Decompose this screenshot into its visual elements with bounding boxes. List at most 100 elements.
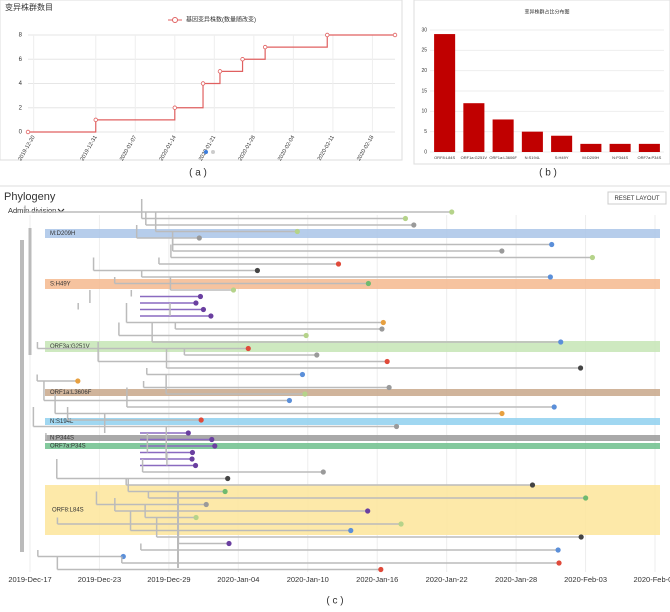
tip — [402, 215, 409, 222]
tip — [254, 267, 261, 274]
caption: ( c ) — [326, 596, 343, 607]
tip — [393, 423, 400, 430]
tip — [589, 254, 596, 261]
bar — [580, 143, 602, 152]
chart-title: 变异株群数目 — [5, 2, 53, 12]
tip — [583, 495, 589, 501]
tip — [365, 280, 371, 287]
tip — [75, 378, 81, 384]
tip — [189, 456, 195, 462]
bar — [551, 135, 573, 152]
tip — [286, 397, 293, 404]
tip — [203, 501, 209, 508]
tip — [529, 482, 536, 488]
clade-label: ORF8:L84S — [52, 508, 84, 514]
x-tick-label: 2019-Dec-23 — [78, 575, 121, 584]
x-tick-label: ORF1a:G251V — [461, 155, 488, 160]
clade-band — [45, 435, 660, 441]
tip — [378, 566, 384, 573]
x-tick-label: S:H49Y — [555, 155, 569, 160]
tip — [212, 443, 218, 449]
tip — [225, 475, 231, 482]
panel — [0, 0, 403, 161]
x-tick-label: 2020-Jan-10 — [287, 575, 329, 584]
y-tick-label: 4 — [19, 81, 23, 87]
tip — [197, 293, 204, 300]
x-tick-label: M:D209H — [582, 155, 599, 160]
x-tick-label: 2019-Dec-29 — [147, 575, 190, 584]
tip — [303, 332, 309, 339]
clade-band — [45, 443, 660, 449]
tip — [551, 404, 557, 410]
clade-band — [45, 389, 660, 396]
tip — [320, 469, 326, 475]
tip — [398, 521, 404, 527]
clade-label: ORF3a:G251V — [50, 344, 90, 350]
x-tick-label: 2020-Feb-03 — [564, 575, 607, 584]
tip — [547, 274, 553, 280]
tip — [379, 326, 385, 332]
tip — [411, 222, 417, 228]
tip — [314, 352, 320, 358]
clade-label: N:P344S — [50, 436, 74, 442]
tip — [555, 547, 561, 553]
tip — [189, 449, 196, 456]
clade-label: N:S194L — [50, 419, 74, 425]
tip — [365, 508, 371, 514]
point — [25, 129, 31, 135]
reset-button-label[interactable]: RESET LAYOUT — [614, 196, 659, 202]
clade-label: ORF1a:L3606F — [50, 390, 92, 396]
tip — [578, 534, 584, 540]
pager-dot — [211, 150, 215, 154]
y-tick-label: 0 — [424, 149, 427, 155]
x-tick-label: N:S194L — [525, 155, 541, 160]
tip — [230, 287, 237, 293]
pager-dot — [204, 150, 208, 154]
legend-marker — [172, 17, 178, 23]
clade-label: S:H49Y — [50, 282, 71, 288]
y-tick-label: 10 — [421, 109, 427, 115]
point — [325, 32, 330, 38]
point — [93, 117, 98, 123]
tip — [222, 488, 228, 495]
bar — [492, 119, 514, 152]
tip — [226, 540, 232, 547]
caption: ( a ) — [189, 168, 207, 179]
bar — [434, 34, 456, 152]
tip — [299, 371, 306, 378]
bar — [521, 131, 543, 152]
line — [28, 34, 395, 133]
x-tick-label: ORF7a:P34S — [637, 155, 661, 160]
tree — [20, 199, 596, 573]
tip — [577, 365, 584, 371]
x-tick-label: 2020-Feb-09 — [634, 575, 670, 584]
tip — [384, 358, 390, 365]
clade-label: M:D209H — [50, 231, 75, 237]
reset-button[interactable] — [607, 191, 667, 205]
clade-band — [45, 418, 660, 425]
tip — [499, 410, 505, 417]
tip — [200, 306, 207, 313]
x-tick-label: N:P344S — [612, 155, 628, 160]
x-tick-label: 2020-Jan-22 — [426, 575, 468, 584]
bar — [638, 143, 660, 152]
caption: ( b ) — [539, 168, 557, 179]
y-tick-label: 25 — [421, 48, 427, 54]
clade-label: ORF7a:P34S — [50, 444, 86, 450]
y-tick-label: 6 — [19, 57, 23, 63]
point — [217, 69, 223, 74]
panel-title: Phylogeny — [4, 191, 56, 203]
tip — [556, 560, 562, 566]
x-tick-label: 2020-Jan-28 — [495, 575, 537, 584]
x-tick-label: 2020-Jan-16 — [356, 575, 398, 584]
y-tick-label: 5 — [424, 129, 427, 135]
x-tick-label: ORF8:L84S — [434, 155, 455, 160]
legend-label: 基因变异株数(数量随改变) — [186, 16, 256, 24]
clade-band — [45, 485, 660, 535]
tip — [386, 384, 392, 391]
point — [262, 44, 268, 50]
tip — [209, 436, 215, 443]
tip — [193, 514, 199, 521]
tip — [499, 248, 505, 254]
tip — [449, 209, 455, 215]
